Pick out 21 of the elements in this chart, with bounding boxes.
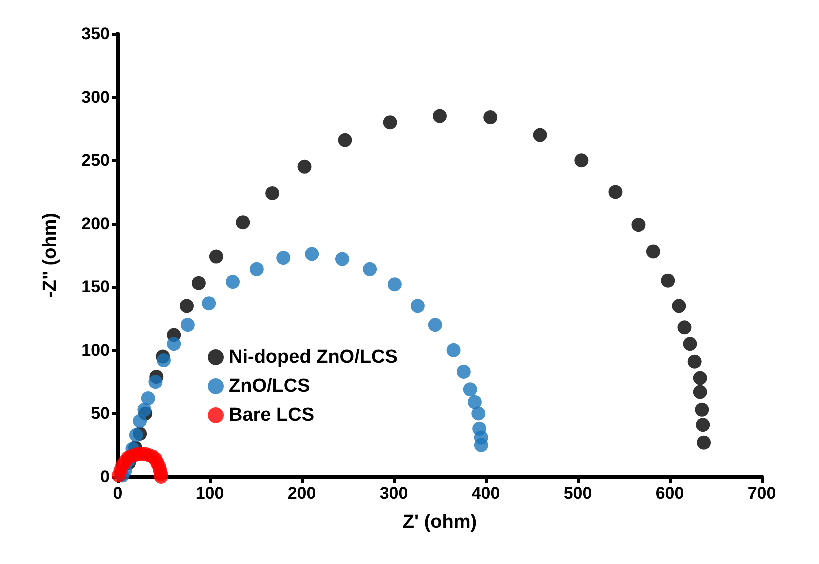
y-tick-label: 200 bbox=[82, 214, 110, 234]
y-tick-label: 50 bbox=[91, 404, 110, 424]
legend-label: Bare LCS bbox=[229, 405, 315, 426]
x-tick-label: 300 bbox=[380, 484, 408, 503]
legend-label: ZnO/LCS bbox=[229, 376, 310, 397]
y-tick-label: 150 bbox=[82, 278, 110, 297]
y-tick-label: 250 bbox=[82, 151, 110, 170]
x-tick-label: 0 bbox=[113, 484, 123, 503]
y-tick-label: 350 bbox=[82, 24, 110, 44]
x-tick-label: 100 bbox=[196, 484, 224, 503]
x-axis-title: Z' (ohm) bbox=[402, 512, 478, 533]
x-tick-label: 600 bbox=[656, 484, 684, 503]
x-tick-label: 400 bbox=[472, 484, 500, 503]
y-tick-label: 0 bbox=[100, 468, 110, 486]
x-tick-label: 200 bbox=[288, 484, 316, 503]
y-tick-label: 100 bbox=[82, 340, 110, 360]
legend-label: Ni-doped ZnO/LCS bbox=[229, 347, 398, 368]
x-tick-label: 700 bbox=[748, 484, 776, 503]
y-tick-label: 300 bbox=[82, 88, 110, 107]
y-axis-title: -Z" (ohm) bbox=[40, 213, 61, 298]
x-tick-label: 500 bbox=[564, 484, 592, 503]
